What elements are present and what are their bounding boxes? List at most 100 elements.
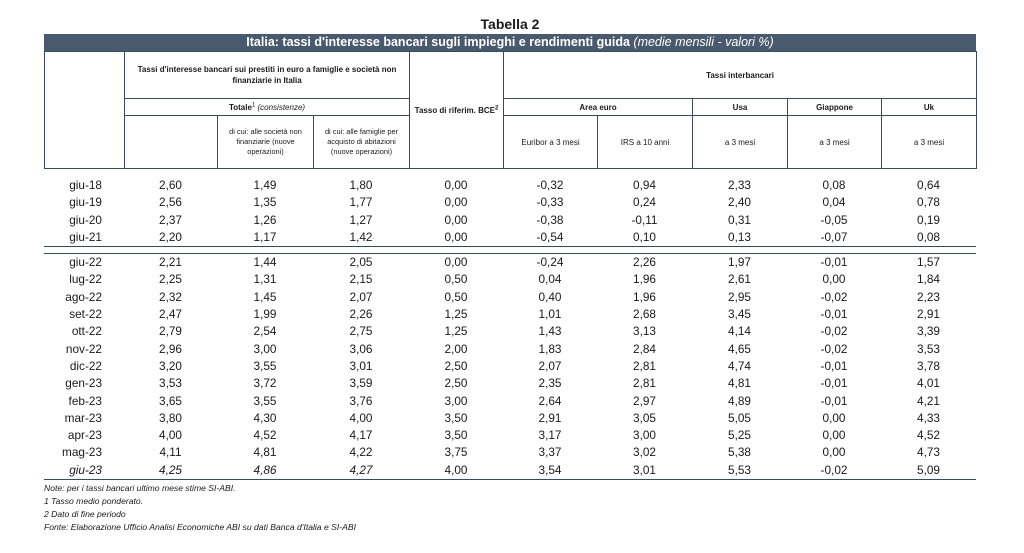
value-cell: 0,13 [728,229,751,244]
value-cell: -0,01 [820,307,848,322]
value-cell: 1,27 [349,212,373,227]
value-cell: 3,55 [253,393,277,408]
value-cell: 3,53 [917,341,940,356]
value-cell: 2,33 [728,178,751,192]
table-row: dic-22 3,20 3,55 3,01 2,50 2,07 2,81 4,74 -0,01 3… [44,358,976,375]
value-cell: 3,00 [633,428,656,443]
value-cell: 3,20 [159,358,182,373]
value-cell: 3,17 [538,428,562,443]
value-cell: 2,50 [444,358,468,373]
value-cell: 2,97 [633,393,656,408]
value-cell: 2,61 [728,272,751,287]
note-line: 2 Dato di fine periodo [44,509,126,520]
row-date-cell: giu-23 [69,462,102,477]
value-cell: 0,19 [917,212,940,227]
value-cell: 2,81 [633,358,656,373]
table-row: giu-19 2,56 1,35 1,77 0,00 -0,33 0,24 2,40 0,04 0… [44,194,976,211]
section-separator [44,246,976,255]
value-cell: 1,96 [633,289,656,304]
table-row: giu-18 2,60 1,49 1,80 0,00 -0,32 0,94 2,33 0,08 0… [44,177,976,194]
table-row: lug-22 2,25 1,31 2,15 0,50 0,04 1,96 2,61 0,00 1,… [44,271,976,288]
header-tasso-bce-sup: 2 [495,104,499,111]
value-cell: 2,50 [444,376,468,391]
table-title-note: (medie mensili - valori %) [633,35,774,49]
value-cell: 4,33 [917,410,940,425]
value-cell: 2,23 [917,289,940,304]
value-cell: -0,32 [536,178,564,192]
table-row: giu-23 4,25 4,86 4,27 4,00 3,54 3,01 5,53 -0,02 5… [44,462,976,479]
value-cell: 4,14 [728,324,751,339]
value-cell: 3,55 [253,358,277,373]
value-cell: 3,00 [444,393,468,408]
value-cell: 0,78 [917,195,940,210]
value-cell: 0,00 [822,272,846,287]
value-cell: -0,01 [820,393,848,408]
note-line: Note: per i tassi bancari ultimo mese st… [44,483,236,494]
value-cell: 4,00 [349,410,373,425]
value-cell: 4,17 [349,428,373,443]
row-date-cell: apr-23 [67,428,102,443]
table-row: apr-23 4,00 4,52 4,17 3,50 3,17 3,00 5,25 0,00 4,… [44,427,976,444]
value-cell: 0,00 [444,229,468,244]
value-cell: 0,00 [822,445,846,460]
header-area-euro: Area euro [503,98,694,116]
row-date-cell: giu-19 [69,195,102,210]
value-cell: 0,00 [444,255,468,270]
value-cell: 0,08 [822,178,846,192]
value-cell: 4,52 [917,428,940,443]
value-cell: 1,45 [253,289,277,304]
header-usa: Usa [692,98,789,116]
value-cell: 2,84 [633,341,656,356]
value-cell: -0,02 [820,289,848,304]
value-cell: 2,79 [159,324,182,339]
value-cell: 1,01 [538,307,562,322]
value-cell: 2,64 [538,393,562,408]
value-cell: 1,25 [444,324,468,339]
table-row: giu-21 2,20 1,17 1,42 0,00 -0,54 0,10 0,13 -0,07… [44,229,976,246]
value-cell: 3,50 [444,428,468,443]
header-totale-blank [124,115,218,169]
table-row: mar-23 3,80 4,30 4,00 3,50 2,91 3,05 5,05 0,00 4,… [44,410,976,427]
value-cell: 0,00 [822,410,846,425]
value-cell: 5,53 [728,462,751,477]
value-cell: 3,72 [253,376,277,391]
value-cell: 3,53 [159,376,182,391]
value-cell: 1,77 [349,195,373,210]
value-cell: 2,91 [538,410,562,425]
value-cell: -0,05 [820,212,848,227]
table-row: ott-22 2,79 2,54 2,75 1,25 1,43 3,13 4,14 -0,02 3… [44,323,976,340]
row-date-cell: mar-23 [64,410,102,425]
value-cell: 3,01 [633,462,656,477]
header-euribor: Euribor a 3 mesi [503,115,599,169]
value-cell: 4,89 [728,393,751,408]
header-giappone-sub: a 3 mesi [787,115,883,169]
row-date-cell: ago-22 [65,289,102,304]
header-totale-sup: 1 [251,101,256,108]
value-cell: 4,01 [917,376,940,391]
value-cell: -0,02 [820,341,848,356]
table-caption: Tabella 2 [480,16,540,32]
value-cell: 0,00 [444,178,468,192]
value-cell: 1,26 [253,212,277,227]
value-cell: 1,96 [633,272,656,287]
value-cell: 0,24 [633,195,656,210]
header-interbancari: Tassi interbancari [503,51,978,99]
header-usa-sub: a 3 mesi [692,115,789,169]
header-prestiti-group: Tassi d'interesse bancari sui prestiti i… [123,51,411,99]
value-cell: 1,43 [538,324,562,339]
value-cell: 2,40 [728,195,751,210]
value-cell: 4,86 [253,462,277,477]
value-cell: 1,42 [349,229,373,244]
row-date-cell: nov-22 [65,341,102,356]
value-cell: 4,65 [728,341,751,356]
value-cell: 2,81 [633,376,656,391]
row-date-cell: dic-22 [69,358,102,373]
value-cell: 2,95 [728,289,751,304]
value-cell: 0,08 [917,229,940,244]
value-cell: 3,59 [349,376,373,391]
value-cell: 2,26 [349,307,373,322]
value-cell: 0,31 [728,212,751,227]
value-cell: 4,81 [253,445,277,460]
row-date-cell: lug-22 [69,272,102,287]
value-cell: 4,74 [728,358,751,373]
